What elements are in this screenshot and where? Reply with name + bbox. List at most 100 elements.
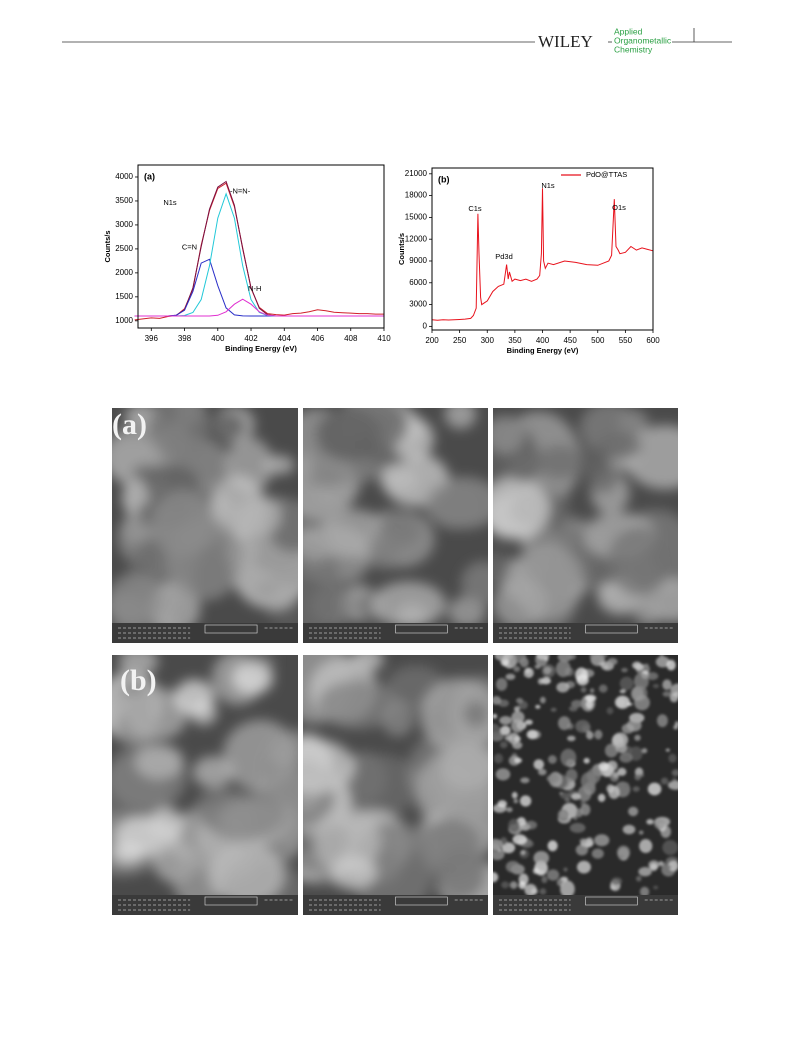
sem-grain	[591, 848, 604, 859]
plot-frame	[137, 164, 385, 329]
sem-grain	[515, 697, 524, 704]
x-tick-label: 408	[344, 334, 358, 343]
sem-grain	[134, 744, 185, 780]
sem-grain	[569, 822, 586, 833]
sem-grain	[583, 757, 590, 764]
sem-grain	[493, 478, 550, 540]
sem-grain	[674, 721, 678, 727]
sem-grain	[619, 752, 633, 763]
sem-grain	[537, 678, 545, 685]
sem-grain	[192, 756, 234, 788]
sem-grain	[597, 657, 603, 661]
sem-grain	[589, 688, 595, 694]
sem-grain	[509, 657, 518, 667]
sem-grain	[638, 830, 644, 835]
panel-label: (b)	[120, 664, 157, 697]
sem-grain	[653, 885, 659, 890]
sem-grain	[307, 467, 341, 490]
sem-grain	[368, 534, 398, 570]
sem-grain	[658, 861, 664, 867]
sem-grain	[585, 463, 619, 494]
sem-grain	[580, 772, 597, 791]
sem-grain	[147, 408, 211, 460]
sem-grain	[313, 807, 381, 874]
sem-grain	[303, 543, 342, 635]
y-tick-label: 2500	[115, 244, 133, 253]
sem-grain	[211, 412, 246, 441]
sem-grain	[538, 768, 547, 776]
sem-grain	[606, 760, 618, 772]
sem-grain	[579, 838, 588, 844]
sem-grain	[509, 881, 518, 889]
sem-grain	[317, 679, 398, 729]
sem-grain	[448, 596, 486, 628]
sem-grain	[524, 883, 537, 897]
sem-grain	[606, 707, 614, 715]
sem-grain	[635, 875, 642, 882]
sem-grain	[546, 774, 560, 783]
y-tick-label: 3000	[409, 300, 427, 309]
sem-content	[493, 655, 678, 915]
sem-grain	[579, 678, 584, 684]
sem-grain	[533, 759, 545, 770]
sem-grain	[586, 731, 594, 740]
sem-image	[493, 408, 678, 643]
sem-grain	[672, 777, 677, 782]
sem-grain	[646, 672, 659, 681]
sem-grain	[560, 880, 575, 898]
sem-grain	[639, 886, 650, 897]
sem-grain	[627, 702, 633, 706]
sem-grain	[557, 809, 569, 822]
sem-grain	[671, 769, 678, 777]
sem-grain	[668, 753, 677, 763]
sem-grain	[539, 696, 546, 704]
sem-content	[112, 408, 298, 643]
sem-scale-box	[395, 624, 448, 634]
sem-grain	[371, 581, 446, 628]
sem-grain	[555, 660, 571, 678]
legend-label: PdO@TTAS	[586, 170, 627, 179]
sem-grain	[604, 743, 618, 758]
sem-grain	[580, 803, 591, 816]
sem-grain	[634, 663, 644, 671]
sem-grain	[520, 850, 526, 855]
sem-grain	[606, 784, 615, 793]
sem-grain	[669, 692, 678, 703]
y-tick-label: 15000	[405, 213, 428, 222]
y-tick-label: 18000	[405, 191, 428, 200]
sem-grain	[493, 551, 511, 586]
x-tick-label: 450	[563, 336, 577, 345]
x-tick-label: 350	[508, 336, 522, 345]
y-axis-label: Counts/s	[103, 230, 112, 262]
sem-grain	[204, 791, 284, 842]
sem-grain	[634, 695, 650, 711]
sem-grain	[499, 741, 508, 749]
sem-grain	[494, 655, 511, 661]
sem-grain	[518, 881, 526, 890]
sem-grain	[505, 860, 521, 873]
chart: 396 398 400 402 404 406 408 410 1000 1500 2000 2500…	[103, 164, 391, 353]
sem-grain	[519, 795, 532, 807]
sem-grain	[444, 408, 477, 429]
sem-grain	[576, 860, 591, 874]
sem-grain	[575, 719, 591, 733]
x-tick-label: 402	[244, 334, 258, 343]
sem-grain	[560, 792, 570, 799]
sem-texture	[303, 655, 488, 915]
y-tick-label: 3000	[115, 220, 133, 229]
sem-grain	[174, 679, 215, 716]
sem-grain	[493, 838, 503, 850]
sem-grain	[655, 656, 670, 668]
sem-grain	[612, 732, 629, 748]
series-label: C=N	[182, 242, 197, 251]
sem-grain	[165, 517, 244, 601]
sem-grain	[589, 655, 604, 664]
sem-grain	[594, 729, 603, 740]
series-label: -N=N-	[230, 187, 251, 196]
sem-grain	[303, 526, 336, 562]
sem-grain	[665, 865, 672, 870]
journal-line: Applied	[614, 26, 643, 36]
sem-image	[493, 655, 678, 915]
sem-grain	[123, 687, 188, 741]
sem-grain	[575, 667, 588, 683]
